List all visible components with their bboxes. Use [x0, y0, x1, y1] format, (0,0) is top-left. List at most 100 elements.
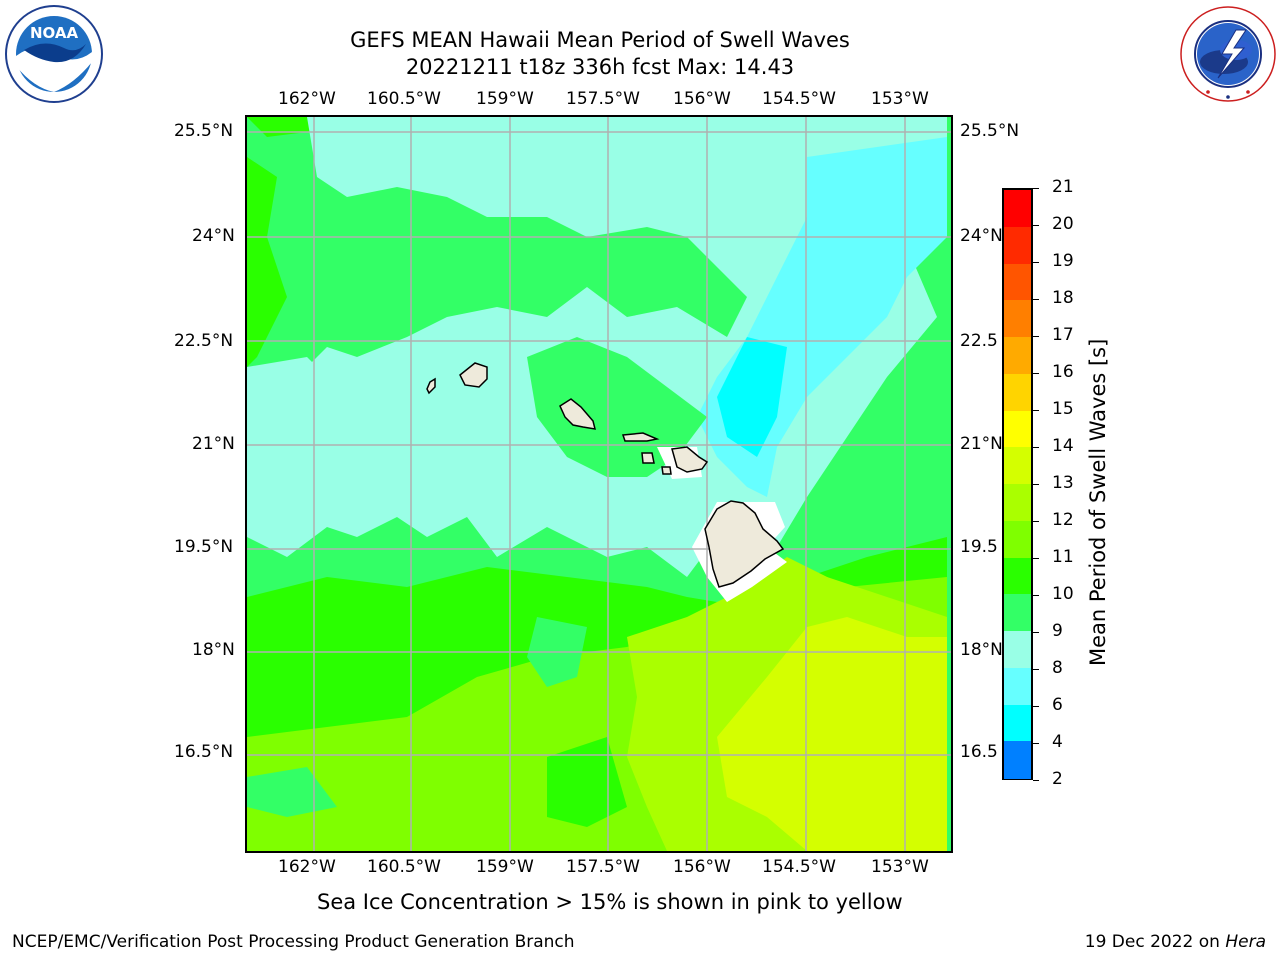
colorbar-segment [1004, 667, 1031, 705]
colorbar-tick-label: 17 [1052, 325, 1074, 345]
lat-label-right: 19.5 [960, 537, 998, 557]
lat-label-left: 25.5°N [174, 121, 234, 141]
colorbar-tick-mark [1033, 669, 1039, 670]
island-hawaii [704, 500, 785, 588]
colorbar-tick-mark [1033, 558, 1039, 559]
colorbar [1002, 188, 1033, 780]
colorbar-segment [1004, 337, 1031, 375]
colorbar-title: Mean Period of Swell Waves [s] [1086, 338, 1110, 666]
colorbar-tick-mark [1033, 373, 1039, 374]
lon-label-bottom: 156°W [673, 857, 731, 877]
island-oahu [559, 398, 597, 430]
lat-label-right: 18°N [960, 640, 1003, 660]
colorbar-segment [1004, 557, 1031, 595]
island-maui [671, 446, 709, 473]
colorbar-tick-mark [1033, 706, 1039, 707]
field-11-12 [247, 157, 287, 367]
colorbar-segment [1004, 631, 1031, 669]
colorbar-tick-label: 11 [1052, 547, 1074, 567]
colorbar-tick-label: 15 [1052, 399, 1074, 419]
colorbar-tick-label: 9 [1052, 621, 1063, 641]
footer-right: 19 Dec 2022 on Hera [1085, 932, 1266, 952]
colorbar-ticks: 21 20 19 18 17 16 15 14 13 12 11 10 9 8 6 4 2 [1033, 177, 1090, 790]
colorbar-segment [1004, 300, 1031, 338]
colorbar-tick-mark [1033, 447, 1039, 448]
island-kauai [459, 362, 488, 388]
colorbar-segment [1004, 263, 1031, 301]
swell-period-map [247, 117, 951, 851]
colorbar-tick-label: 12 [1052, 510, 1074, 530]
colorbar-segment [1004, 373, 1031, 411]
lat-label-left: 16.5°N [174, 742, 234, 762]
lon-label-top: 157.5°W [566, 89, 640, 109]
colorbar-tick-mark [1033, 410, 1039, 411]
colorbar-tick-mark [1033, 743, 1039, 744]
colorbar-tick-label: 18 [1052, 288, 1074, 308]
lon-label-bottom: 160.5°W [367, 857, 441, 877]
lon-label-bottom: 153°W [871, 857, 929, 877]
colorbar-segment [1004, 520, 1031, 558]
lat-label-left: 18°N [192, 640, 235, 660]
colorbar-tick-mark [1033, 780, 1039, 781]
island-kahoolawe [661, 466, 672, 475]
lat-label-left: 24°N [192, 226, 235, 246]
footer-host: Hera [1225, 932, 1266, 952]
lon-label-top: 159°W [476, 89, 534, 109]
lat-label-left: 19.5°N [174, 537, 234, 557]
field-6-8 [717, 337, 787, 457]
lon-label-top: 160.5°W [367, 89, 441, 109]
lon-label-top: 153°W [871, 89, 929, 109]
noaa-logo: NOAA [4, 4, 104, 104]
hawaiian-islands [426, 362, 785, 588]
colorbar-segment [1004, 741, 1031, 779]
nws-logo [1178, 4, 1278, 104]
chart-title-line2: 20221211 t18z 336h fcst Max: 14.43 [405, 55, 795, 79]
colorbar-tick-label: 6 [1052, 695, 1063, 715]
colorbar-tick-mark [1033, 262, 1039, 263]
island-lanai [641, 452, 655, 464]
colorbar-segment [1004, 594, 1031, 632]
colorbar-segment [1004, 704, 1031, 742]
colorbar-tick-label: 16 [1052, 362, 1074, 382]
colorbar-tick-label: 20 [1052, 214, 1074, 234]
map-panel [245, 115, 953, 853]
colorbar-tick-label: 14 [1052, 436, 1074, 456]
colorbar-tick-mark [1033, 299, 1039, 300]
colorbar-tick-label: 10 [1052, 584, 1074, 604]
lon-label-bottom: 157.5°W [566, 857, 640, 877]
colorbar-segment [1004, 410, 1031, 448]
lon-label-top: 162°W [278, 89, 336, 109]
island-molokai [621, 432, 660, 442]
lon-label-bottom: 159°W [476, 857, 534, 877]
colorbar-tick-mark [1033, 521, 1039, 522]
field-12-13 [407, 807, 457, 851]
sea-ice-caption: Sea Ice Concentration > 15% is shown in … [317, 890, 903, 914]
colorbar-segment [1004, 484, 1031, 522]
colorbar-tick-mark [1033, 595, 1039, 596]
colorbar-tick-mark [1033, 336, 1039, 337]
lon-label-top: 156°W [673, 89, 731, 109]
graticule [247, 117, 951, 851]
colorbar-tick-label: 4 [1052, 732, 1063, 752]
lat-label-right: 22.5 [960, 331, 998, 351]
colorbar-tick-mark [1033, 188, 1039, 189]
lat-label-right: 21°N [960, 434, 1003, 454]
field-10-11 [527, 337, 707, 477]
lat-label-right: 25.5°N [960, 121, 1020, 141]
footer-left: NCEP/EMC/Verification Post Processing Pr… [12, 932, 575, 952]
colorbar-tick-mark [1033, 484, 1039, 485]
lon-label-bottom: 162°W [278, 857, 336, 877]
footer-date: 19 Dec 2022 on [1084, 932, 1226, 952]
lat-label-left: 22.5°N [174, 331, 234, 351]
colorbar-tick-label: 8 [1052, 658, 1063, 678]
noaa-logo-text: NOAA [30, 24, 79, 42]
colorbar-segment [1004, 447, 1031, 485]
colorbar-tick-label: 21 [1052, 177, 1074, 197]
colorbar-tick-label: 13 [1052, 473, 1074, 493]
colorbar-tick-label: 2 [1052, 769, 1063, 789]
lon-label-top: 154.5°W [762, 89, 836, 109]
chart-title-line1: GEFS MEAN Hawaii Mean Period of Swell Wa… [350, 28, 850, 52]
colorbar-segment [1004, 226, 1031, 264]
colorbar-tick-mark [1033, 632, 1039, 633]
colorbar-segment [1004, 190, 1031, 228]
